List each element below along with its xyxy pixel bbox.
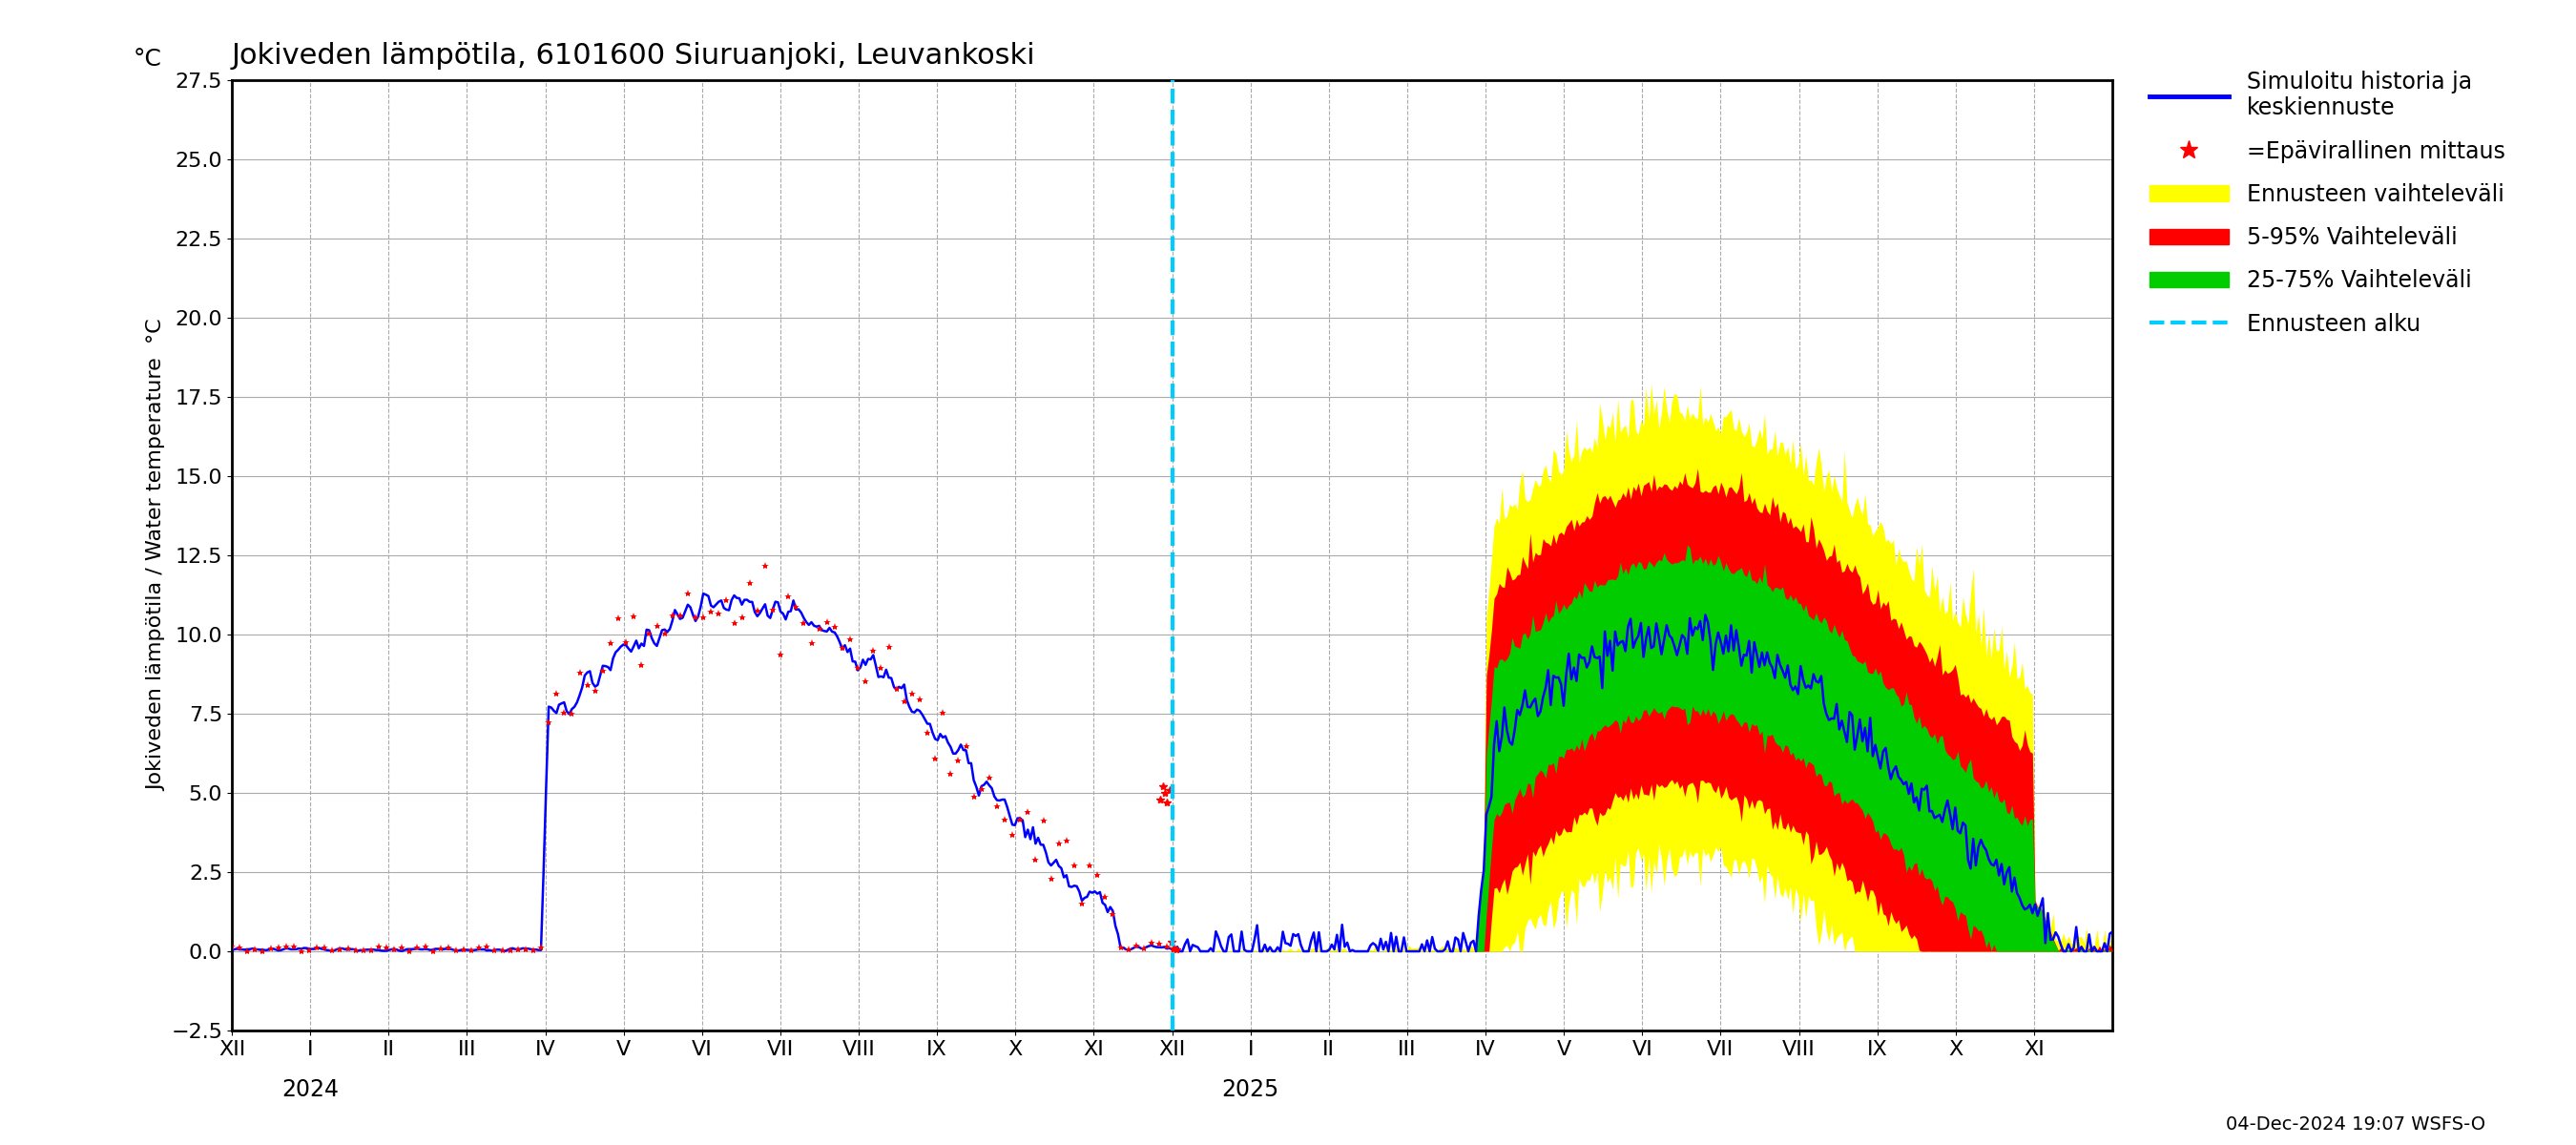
- Text: 2025: 2025: [1221, 1079, 1280, 1101]
- Legend: Simuloitu historia ja
keskiennuste, =Epävirallinen mittaus, Ennusteen vaihtelevä: Simuloitu historia ja keskiennuste, =Epä…: [2141, 61, 2514, 345]
- Text: 04-Dec-2024 19:07 WSFS-O: 04-Dec-2024 19:07 WSFS-O: [2226, 1115, 2486, 1134]
- Y-axis label: Jokiveden lämpötila / Water temperature  °C: Jokiveden lämpötila / Water temperature …: [147, 319, 165, 791]
- Text: °C: °C: [134, 48, 162, 71]
- Text: Jokiveden lämpötila, 6101600 Siuruanjoki, Leuvankoski: Jokiveden lämpötila, 6101600 Siuruanjoki…: [232, 42, 1036, 70]
- Text: 2024: 2024: [281, 1079, 340, 1101]
